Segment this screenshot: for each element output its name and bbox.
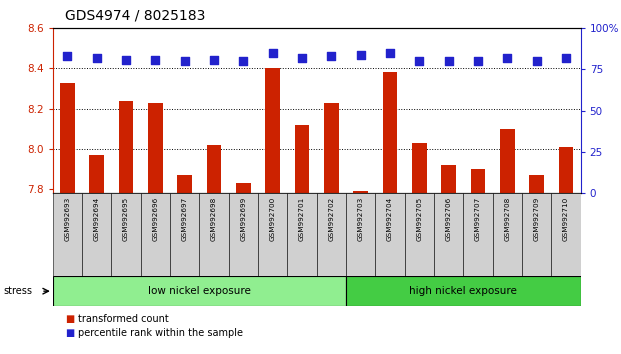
Bar <box>324 103 338 193</box>
Text: GSM992710: GSM992710 <box>563 197 569 241</box>
Bar <box>53 276 346 306</box>
Text: GSM992695: GSM992695 <box>123 197 129 241</box>
Bar <box>236 183 251 193</box>
Text: GSM992706: GSM992706 <box>446 197 451 241</box>
Bar <box>141 193 170 276</box>
Bar <box>178 175 192 193</box>
Bar <box>258 193 288 276</box>
Text: GSM992703: GSM992703 <box>358 197 364 241</box>
Text: GDS4974 / 8025183: GDS4974 / 8025183 <box>65 9 206 23</box>
Point <box>473 58 483 64</box>
Point <box>502 55 512 61</box>
Bar <box>317 193 346 276</box>
Bar <box>500 129 515 193</box>
Bar <box>295 125 309 193</box>
Point <box>92 55 102 61</box>
Bar <box>442 165 456 193</box>
Text: GSM992705: GSM992705 <box>416 197 422 241</box>
Bar <box>288 193 317 276</box>
Bar <box>53 193 82 276</box>
Text: GSM992701: GSM992701 <box>299 197 305 241</box>
Text: GSM992693: GSM992693 <box>65 197 70 241</box>
Point <box>238 58 248 64</box>
Text: percentile rank within the sample: percentile rank within the sample <box>78 328 243 338</box>
Point <box>327 53 337 59</box>
Text: ■: ■ <box>65 314 75 324</box>
Bar <box>89 155 104 193</box>
Text: GSM992707: GSM992707 <box>475 197 481 241</box>
Bar <box>119 101 134 193</box>
Point <box>385 50 395 56</box>
Point <box>443 58 453 64</box>
Text: GSM992704: GSM992704 <box>387 197 393 241</box>
Text: stress: stress <box>3 286 32 296</box>
Bar <box>522 193 551 276</box>
Point <box>150 57 160 62</box>
Bar <box>82 193 111 276</box>
Bar <box>229 193 258 276</box>
Text: ■: ■ <box>65 328 75 338</box>
Point <box>561 55 571 61</box>
Bar <box>170 193 199 276</box>
Bar <box>265 68 280 193</box>
Point <box>532 58 542 64</box>
Point <box>180 58 190 64</box>
Bar <box>463 193 492 276</box>
Text: GSM992696: GSM992696 <box>152 197 158 241</box>
Text: transformed count: transformed count <box>78 314 168 324</box>
Bar <box>375 193 405 276</box>
Bar <box>111 193 141 276</box>
Bar <box>346 193 375 276</box>
Bar <box>529 175 544 193</box>
Bar <box>492 193 522 276</box>
Bar <box>199 193 229 276</box>
Text: GSM992702: GSM992702 <box>329 197 334 241</box>
Point <box>356 52 366 57</box>
Bar <box>471 169 486 193</box>
Text: low nickel exposure: low nickel exposure <box>148 286 251 296</box>
Point <box>121 57 131 62</box>
Bar <box>353 191 368 193</box>
Bar <box>405 193 434 276</box>
Point <box>414 58 424 64</box>
Point <box>268 50 278 56</box>
Bar <box>60 82 75 193</box>
Bar <box>559 147 573 193</box>
Bar <box>148 103 163 193</box>
Point <box>63 53 73 59</box>
Text: high nickel exposure: high nickel exposure <box>409 286 517 296</box>
Bar <box>434 193 463 276</box>
Bar <box>346 276 581 306</box>
Text: GSM992694: GSM992694 <box>94 197 100 241</box>
Point <box>297 55 307 61</box>
Text: GSM992700: GSM992700 <box>270 197 276 241</box>
Point <box>209 57 219 62</box>
Bar <box>207 145 222 193</box>
Text: GSM992699: GSM992699 <box>240 197 247 241</box>
Text: GSM992698: GSM992698 <box>211 197 217 241</box>
Text: GSM992697: GSM992697 <box>182 197 188 241</box>
Text: GSM992709: GSM992709 <box>533 197 540 241</box>
Bar <box>412 143 427 193</box>
Bar <box>383 73 397 193</box>
Bar <box>551 193 581 276</box>
Text: GSM992708: GSM992708 <box>504 197 510 241</box>
